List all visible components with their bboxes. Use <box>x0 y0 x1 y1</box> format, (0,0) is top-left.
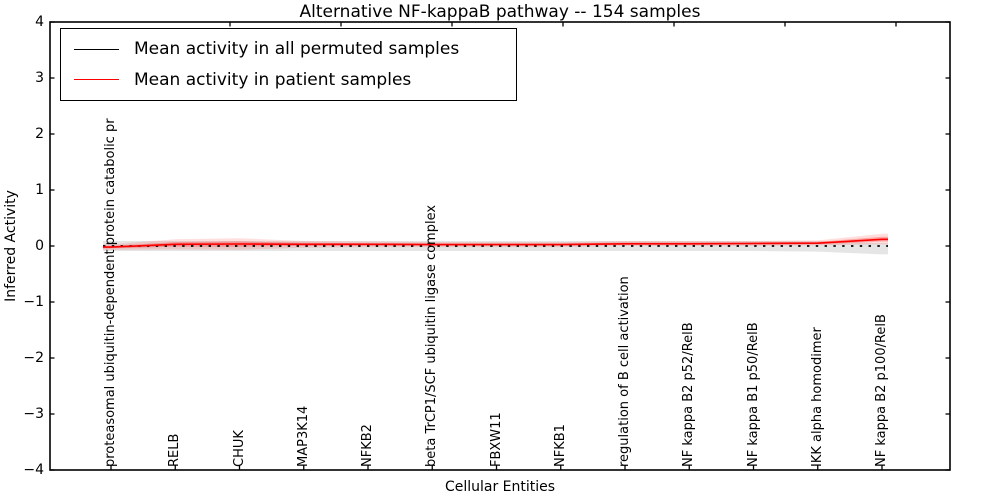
x-entity-label: NF kappa B2 p100/RelB <box>874 314 889 467</box>
x-entity-label: NF kappa B1 p50/RelB <box>745 322 761 467</box>
y-tick-label: −2 <box>23 350 44 366</box>
y-tick-label: 1 <box>35 182 44 198</box>
y-tick-label: −1 <box>23 294 44 310</box>
y-tick-label: 4 <box>35 14 44 30</box>
x-entity-label: MAP3K14 <box>295 405 311 467</box>
x-entity-label: NFKB1 <box>552 424 568 467</box>
y-tick-label: 0 <box>35 238 44 254</box>
x-axis-label: Cellular Entities <box>444 479 556 495</box>
x-entity-label: CHUK <box>231 430 247 467</box>
patient-line-swatch-icon <box>74 79 119 81</box>
x-entity-label: RELB <box>167 433 183 467</box>
confidence-band <box>103 236 888 249</box>
confidence-band <box>103 233 888 250</box>
legend: Mean activity in all permuted samples Me… <box>60 28 517 101</box>
chart-title: Alternative NF-kappaB pathway -- 154 sam… <box>299 2 701 22</box>
legend-entry-permuted: Mean activity in all permuted samples <box>61 39 516 59</box>
legend-label-patient: Mean activity in patient samples <box>134 69 412 90</box>
legend-label-permuted: Mean activity in all permuted samples <box>134 39 460 60</box>
x-entity-label: beta TrCP1/SCF ubiquitin ligase complex <box>424 204 440 467</box>
x-entity-label: NF kappa B2 p52/RelB <box>681 322 697 467</box>
permuted-line-swatch-icon <box>74 48 119 50</box>
x-entity-label: proteasomal ubiquitin-dependent protein … <box>103 118 118 467</box>
patient-mean-line <box>103 238 888 248</box>
x-entity-label: regulation of B cell activation <box>617 276 632 467</box>
y-tick-label: −4 <box>23 462 44 478</box>
y-tick-label: −3 <box>23 406 44 422</box>
y-tick-label: 3 <box>35 70 44 86</box>
x-entity-label: NFKB2 <box>360 424 375 467</box>
legend-entry-patient: Mean activity in patient samples <box>61 70 516 90</box>
x-entity-label: FBXW11 <box>488 412 504 467</box>
y-tick-label: 2 <box>35 126 44 142</box>
x-entity-label: IKK alpha homodimer <box>809 327 825 467</box>
